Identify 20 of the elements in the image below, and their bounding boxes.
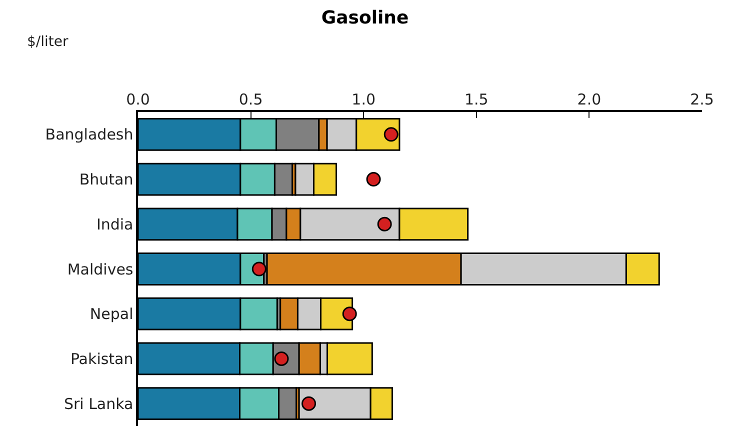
point (384, 127, 398, 142)
point (342, 306, 357, 322)
chart-title: Gasoline (321, 7, 409, 28)
y-tick-label: Pakistan (70, 350, 134, 368)
y-tick-label: Bangladesh (45, 126, 134, 144)
y-tick-label: Nepal (90, 305, 134, 324)
point (366, 172, 381, 187)
x-tick-label: 1.0 (352, 90, 376, 108)
x-tick-label: 2.0 (577, 90, 602, 108)
x-tick-label: 0.0 (126, 90, 150, 108)
x-tick-label: 0.5 (238, 90, 263, 108)
y-tick-label: India (96, 215, 134, 234)
point (377, 216, 392, 232)
x-tick-label: 2.5 (690, 90, 714, 108)
y-tick-label: Sri Lanka (64, 394, 134, 413)
point (302, 396, 316, 411)
y-tick-label: Maldives (67, 260, 134, 278)
x-tick-label: 1.5 (464, 90, 488, 108)
x-axis-title: $/liter (27, 34, 69, 50)
y-tick-label: Bhutan (79, 170, 134, 189)
